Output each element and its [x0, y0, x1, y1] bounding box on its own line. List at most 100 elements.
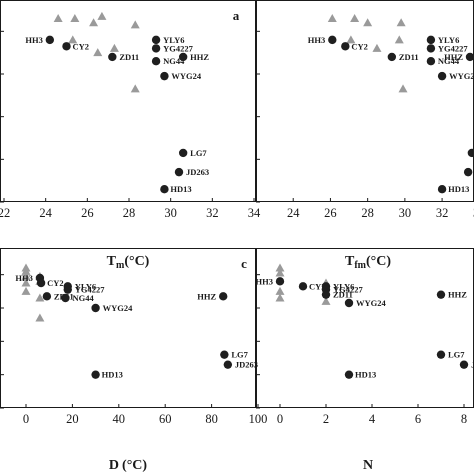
point-label: YLY6: [163, 35, 184, 45]
point-label: NG44: [163, 56, 185, 66]
triangle-point: [327, 14, 337, 23]
point-label: CY2: [47, 278, 64, 288]
triangle-point: [21, 278, 31, 287]
triangle-point: [89, 18, 99, 27]
point-label: NG44: [438, 56, 460, 66]
x-tick-label: 32: [206, 206, 219, 220]
point-label: HD13: [355, 370, 376, 380]
circle-point: [220, 350, 229, 359]
circle-point: [426, 35, 436, 45]
plot-frame: [256, 0, 474, 202]
x-tick-label: 2: [323, 412, 329, 426]
triangle-point: [396, 18, 406, 27]
point-label: HD13: [102, 370, 123, 380]
x-tick-label: 6: [415, 412, 421, 426]
point-label: J: [471, 360, 474, 370]
circle-point: [275, 277, 285, 286]
point-label: HD13: [170, 184, 191, 194]
circle-point: [62, 42, 71, 51]
x-tick-label: 60: [159, 412, 172, 426]
x-tick-label: 40: [113, 412, 126, 426]
point-label: CY2: [309, 281, 326, 291]
triangle-point: [275, 263, 285, 272]
plot-frame: [0, 248, 256, 408]
panel-letter-a: a: [233, 8, 240, 23]
x-tick-label: 30: [164, 206, 177, 220]
circle-point: [436, 350, 446, 359]
circle-point: [465, 52, 474, 62]
x-tick-label: 0: [23, 412, 29, 426]
point-label: ZD11: [399, 52, 419, 62]
circle-point: [151, 44, 161, 53]
circle-point: [344, 370, 354, 379]
point-label: HHZ: [448, 290, 467, 300]
circle-point: [63, 285, 72, 294]
x-tick-label: 24: [287, 206, 300, 220]
circle-point: [160, 185, 169, 194]
x-tick-label: 30: [399, 206, 412, 220]
x-tick-label: 24: [39, 206, 52, 220]
circle-point: [108, 52, 117, 62]
point-label: LG7: [190, 148, 207, 158]
point-label: HHZ: [444, 52, 463, 62]
point-label: WYG24: [171, 71, 202, 81]
plot-frame: [256, 248, 474, 408]
circle-point: [426, 57, 436, 66]
triangle-point: [53, 14, 63, 23]
point-label: NG44: [72, 293, 94, 303]
point-label: JD263: [186, 167, 209, 177]
triangle-point: [35, 313, 45, 322]
point-label: YG4227: [163, 43, 194, 53]
circle-point: [91, 303, 100, 313]
circle-point: [344, 298, 354, 308]
triangle-point: [109, 43, 119, 52]
circle-point: [91, 370, 100, 379]
point-label: WYG24: [103, 303, 134, 313]
circle-point: [36, 278, 46, 288]
plot-frame: [0, 0, 256, 202]
triangle-point: [363, 18, 373, 27]
triangle-point: [275, 268, 285, 277]
circle-point: [219, 292, 228, 301]
triangle-point: [394, 35, 404, 44]
panel-letter-c: c: [241, 256, 247, 271]
x-tick-label: 28: [361, 206, 374, 220]
circle-point: [178, 148, 188, 158]
x-axis-title-tfm: Tfm(°C): [345, 254, 391, 271]
circle-point: [45, 35, 55, 45]
circle-point: [42, 292, 52, 301]
point-label: LG7: [448, 350, 465, 360]
circle-point: [160, 71, 169, 81]
point-label: HH3: [25, 35, 42, 45]
point-label: HH3: [256, 276, 273, 286]
triangle-point: [275, 293, 285, 302]
triangle-point: [372, 43, 382, 52]
circle-point: [61, 293, 70, 303]
triangle-point: [68, 35, 78, 44]
point-label: WYG24: [449, 71, 474, 81]
point-label: YG4227: [75, 285, 106, 295]
point-label: YLY6: [75, 281, 96, 291]
x-tick-label: 22: [0, 206, 10, 220]
point-label: CY2: [351, 41, 368, 51]
triangle-point: [130, 84, 140, 93]
x-tick-label: 20: [66, 412, 79, 426]
point-label: HHZ: [190, 52, 209, 62]
point-label: YLY6: [438, 35, 459, 45]
triangle-point: [21, 266, 31, 275]
circle-point: [174, 167, 184, 177]
x-tick-label: 0: [277, 412, 283, 426]
circle-point: [151, 57, 161, 66]
circle-point: [436, 290, 446, 299]
point-label: LG7: [231, 350, 248, 360]
point-label: HH3: [15, 273, 32, 283]
x-tick-label: 26: [324, 206, 337, 220]
x-tick-label: 26: [81, 206, 94, 220]
triangle-point: [350, 14, 360, 23]
triangle-point: [93, 48, 103, 57]
x-tick-label: 32: [436, 206, 449, 220]
triangle-point: [398, 84, 408, 93]
